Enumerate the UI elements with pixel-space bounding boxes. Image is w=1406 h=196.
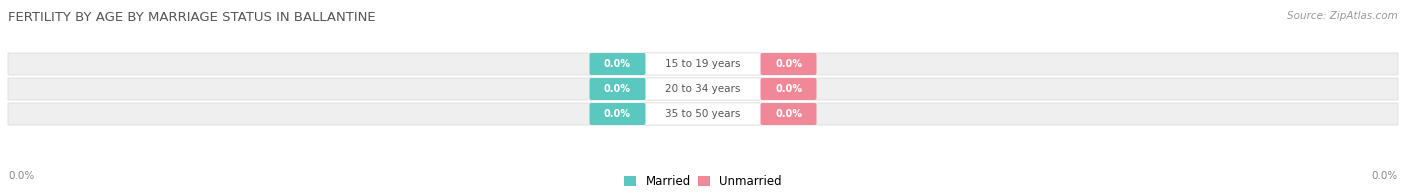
Text: Source: ZipAtlas.com: Source: ZipAtlas.com xyxy=(1288,11,1398,21)
FancyBboxPatch shape xyxy=(589,78,645,100)
Text: 0.0%: 0.0% xyxy=(775,59,801,69)
Text: FERTILITY BY AGE BY MARRIAGE STATUS IN BALLANTINE: FERTILITY BY AGE BY MARRIAGE STATUS IN B… xyxy=(8,11,375,24)
FancyBboxPatch shape xyxy=(644,103,762,125)
Text: 0.0%: 0.0% xyxy=(775,109,801,119)
FancyBboxPatch shape xyxy=(8,103,1398,125)
Text: 0.0%: 0.0% xyxy=(775,84,801,94)
Legend: Married, Unmarried: Married, Unmarried xyxy=(624,175,782,188)
Text: 15 to 19 years: 15 to 19 years xyxy=(665,59,741,69)
FancyBboxPatch shape xyxy=(761,103,817,125)
FancyBboxPatch shape xyxy=(8,78,1398,100)
FancyBboxPatch shape xyxy=(644,78,762,100)
FancyBboxPatch shape xyxy=(761,78,817,100)
Text: 20 to 34 years: 20 to 34 years xyxy=(665,84,741,94)
Text: 0.0%: 0.0% xyxy=(605,59,631,69)
FancyBboxPatch shape xyxy=(644,53,762,75)
Text: 0.0%: 0.0% xyxy=(605,84,631,94)
FancyBboxPatch shape xyxy=(8,53,1398,75)
FancyBboxPatch shape xyxy=(589,103,645,125)
Text: 0.0%: 0.0% xyxy=(8,171,34,181)
FancyBboxPatch shape xyxy=(589,53,645,75)
Text: 0.0%: 0.0% xyxy=(605,109,631,119)
FancyBboxPatch shape xyxy=(761,53,817,75)
Text: 35 to 50 years: 35 to 50 years xyxy=(665,109,741,119)
Text: 0.0%: 0.0% xyxy=(1372,171,1398,181)
